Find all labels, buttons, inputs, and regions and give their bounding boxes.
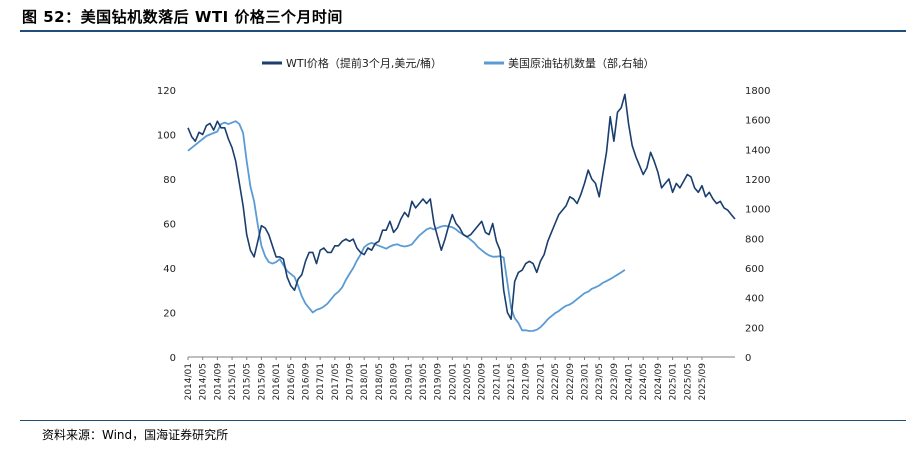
y-right-tick-label: 800	[745, 234, 764, 245]
x-tick-label: 2014/05	[199, 363, 209, 400]
x-tick-label: 2025/09	[698, 363, 708, 401]
x-tick-label: 2019/01	[404, 363, 414, 400]
x-tick-label: 2017/01	[316, 363, 326, 400]
figure-title: 图 52：美国钻机数落后 WTI 价格三个月时间	[22, 8, 343, 26]
x-tick-label: 2024/01	[625, 363, 635, 400]
y-right-tick-label: 600	[745, 264, 764, 275]
y-left-tick-label: 40	[163, 264, 176, 275]
x-tick-label: 2022/05	[551, 363, 561, 400]
y-left-tick-label: 20	[163, 309, 176, 320]
y-left-tick-label: 80	[163, 175, 176, 186]
y-left-tick-label: 0	[170, 353, 176, 364]
source-divider	[20, 420, 906, 421]
x-tick-label: 2020/09	[478, 363, 488, 401]
x-tick-label: 2025/05	[683, 363, 693, 400]
x-tick-label: 2018/05	[375, 363, 385, 400]
x-tick-label: 2023/09	[610, 363, 620, 401]
x-tick-label: 2023/05	[595, 363, 605, 400]
x-tick-label: 2025/01	[669, 363, 679, 400]
y-right-tick-label: 1200	[745, 175, 770, 186]
x-tick-label: 2015/09	[257, 363, 267, 401]
x-tick-label: 2019/09	[434, 363, 444, 401]
y-right-tick-label: 1400	[745, 145, 770, 156]
x-tick-label: 2016/09	[301, 363, 311, 401]
y-right-tick-label: 400	[745, 294, 764, 305]
x-tick-label: 2021/01	[492, 363, 502, 400]
x-tick-label: 2014/09	[213, 363, 223, 401]
x-tick-label: 2021/05	[507, 363, 517, 400]
y-right-tick-label: 1000	[745, 205, 770, 216]
y-left-tick-label: 60	[163, 220, 176, 231]
y-right-tick-label: 1800	[745, 86, 770, 97]
rig-count-series-line	[187, 120, 626, 332]
y-left-tick-label: 100	[157, 131, 176, 142]
wti-price-series-line	[187, 93, 736, 320]
x-tick-label: 2014/01	[184, 363, 194, 400]
source-note: 资料来源：Wind，国海证券研究所	[42, 428, 229, 442]
x-tick-label: 2017/09	[346, 363, 356, 401]
x-tick-label: 2024/09	[654, 363, 664, 401]
x-tick-label: 2018/01	[360, 363, 370, 400]
x-tick-label: 2016/01	[272, 363, 282, 400]
y-right-tick-label: 1600	[745, 116, 770, 127]
legend-label: 美国原油钻机数量（部,右轴）	[508, 56, 655, 70]
x-tick-label: 2023/01	[580, 363, 590, 400]
x-tick-label: 2017/05	[331, 363, 341, 400]
x-tick-label: 2022/09	[566, 363, 576, 401]
x-tick-label: 2015/05	[243, 363, 253, 400]
x-tick-label: 2015/01	[228, 363, 238, 400]
chart-axes: 0204060801001200200400600800100012001400…	[157, 86, 771, 400]
x-tick-label: 2018/09	[390, 363, 400, 401]
x-tick-label: 2022/01	[536, 363, 546, 400]
chart-legend: WTI价格（提前3个月,美元/桶） 美国原油钻机数量（部,右轴）	[262, 56, 655, 70]
title-divider	[20, 30, 906, 32]
y-right-tick-label: 0	[745, 353, 751, 364]
legend-label: WTI价格（提前3个月,美元/桶）	[286, 56, 442, 70]
x-tick-label: 2020/05	[463, 363, 473, 400]
x-tick-label: 2024/05	[639, 363, 649, 400]
chart-series	[187, 93, 736, 332]
x-tick-label: 2020/01	[448, 363, 458, 400]
x-tick-label: 2019/05	[419, 363, 429, 400]
x-tick-label: 2021/09	[522, 363, 532, 401]
y-right-tick-label: 200	[745, 323, 764, 334]
y-left-tick-label: 120	[157, 86, 176, 97]
x-tick-label: 2016/05	[287, 363, 297, 400]
